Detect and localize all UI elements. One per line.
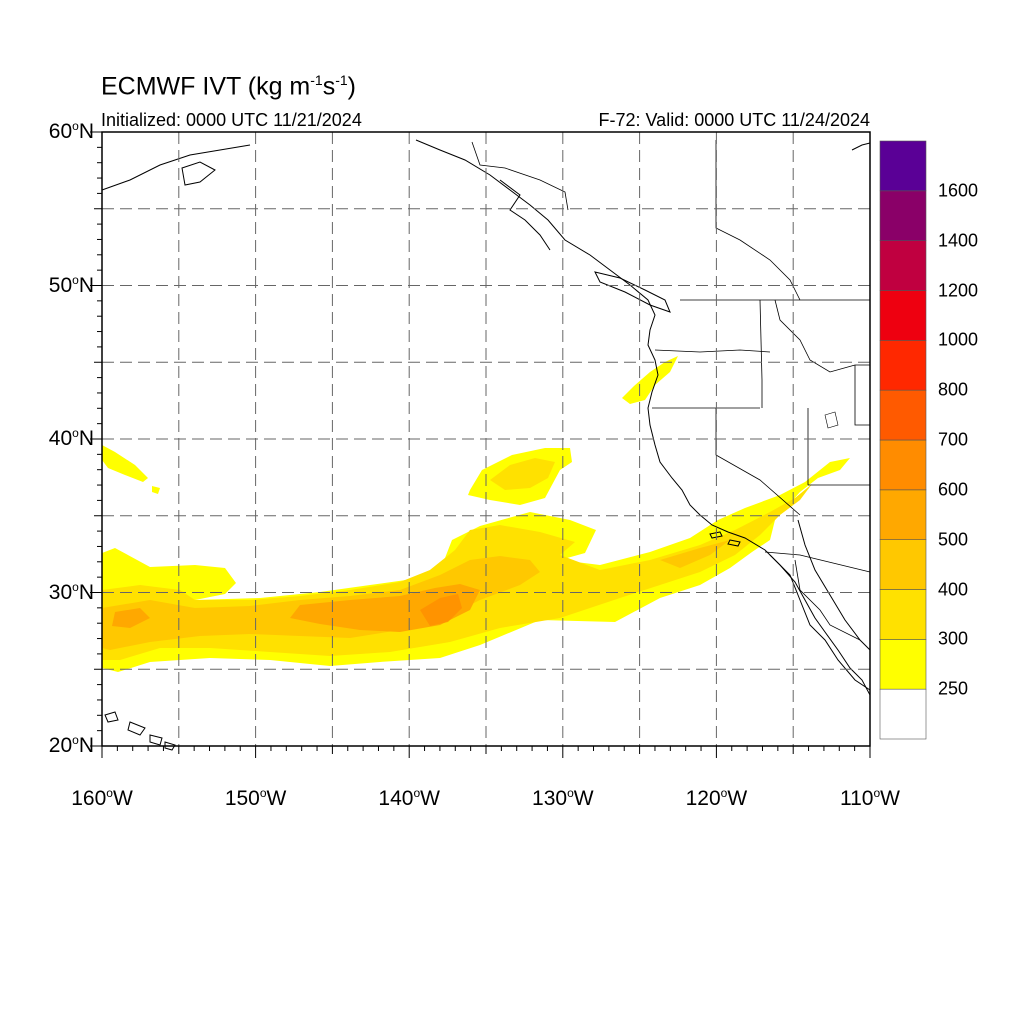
ut-box (854, 364, 870, 426)
colorbar-level-label: 1000 (938, 329, 979, 350)
coastline-path (415, 139, 871, 696)
us-mexico-border (764, 551, 871, 573)
colorbar-swatch (879, 140, 927, 192)
colorbar-level-label: 1200 (938, 280, 979, 300)
ivt-area-250-hawaii (102, 445, 148, 482)
ivt-area-500-west (112, 608, 150, 628)
lon-label: 110oW (840, 786, 900, 810)
alaska-islands (181, 161, 216, 186)
chart-title: ECMWF IVT (kg m-1s-1) (101, 72, 356, 101)
vancouver-island (594, 271, 671, 313)
lat-label: 60oN (48, 119, 94, 143)
gridlines (102, 132, 870, 746)
colorbar-level-label: 300 (938, 628, 969, 649)
gulf-california (797, 519, 871, 651)
lon-label: 130oW (532, 786, 594, 810)
lakes (824, 411, 839, 429)
colorbar-level-label: 400 (938, 579, 969, 599)
colorbar (879, 140, 927, 740)
ivt-shading (102, 356, 850, 672)
colorbar-level-label: 800 (938, 379, 969, 400)
lat-label: 40oN (48, 426, 94, 450)
ticks (90, 131, 871, 758)
colorbar-swatch (879, 589, 927, 640)
alaska-canada-border (471, 141, 569, 211)
colorbar-swatch (879, 688, 927, 740)
valid-time: F-72: Valid: 0000 UTC 11/24/2024 (598, 110, 871, 130)
colorbar-swatch (879, 439, 927, 491)
alaska-coast (101, 144, 251, 191)
lon-label: 150oW (224, 786, 287, 810)
baja-coast (769, 554, 871, 691)
lat-label: 20oN (48, 733, 94, 757)
colorbar-level-label: 600 (938, 479, 969, 500)
mexico-states (794, 559, 861, 641)
colorbar-level-label: 1400 (938, 230, 979, 251)
colorbar-level-label: 1600 (938, 180, 979, 201)
colorbar-swatch (879, 639, 927, 690)
id-border (759, 299, 763, 408)
colorbar-swatch (879, 539, 927, 590)
colorbar-level-label: 250 (938, 678, 969, 699)
colorbar-swatch (879, 190, 927, 241)
lon-label: 160oW (71, 786, 133, 810)
ivt-area-250-oregon (622, 356, 678, 404)
great-salt-lake (824, 411, 839, 429)
ivt-area-600 (420, 594, 462, 626)
colorbar-swatch (879, 489, 927, 540)
lat-label: 30oN (48, 579, 94, 604)
colorbar-swatch (879, 240, 927, 291)
colorbar-swatch (879, 389, 927, 441)
colorbar-swatch (879, 340, 927, 391)
ivt-area-400-east (660, 540, 730, 568)
wa-or-border (654, 349, 771, 353)
lon-label: 120oW (685, 786, 748, 810)
init-time: Initialized: 0000 UTC 11/21/2024 (101, 110, 362, 130)
bc-coast-interior (774, 299, 856, 373)
hawaii-islands (104, 711, 176, 751)
colorbar-swatch (879, 290, 927, 341)
top-right-coast (851, 142, 871, 151)
colorbar-level-label: 500 (938, 529, 969, 550)
ivt-area-300-north (490, 458, 555, 490)
alaska-islands-2 (499, 179, 551, 251)
canada-interior (715, 140, 801, 301)
lon-label: 140oW (378, 786, 440, 810)
lat-label: 50oN (48, 272, 94, 297)
colorbar-level-label: 700 (938, 429, 969, 450)
ivt-area-250-hawaii2 (152, 486, 160, 494)
